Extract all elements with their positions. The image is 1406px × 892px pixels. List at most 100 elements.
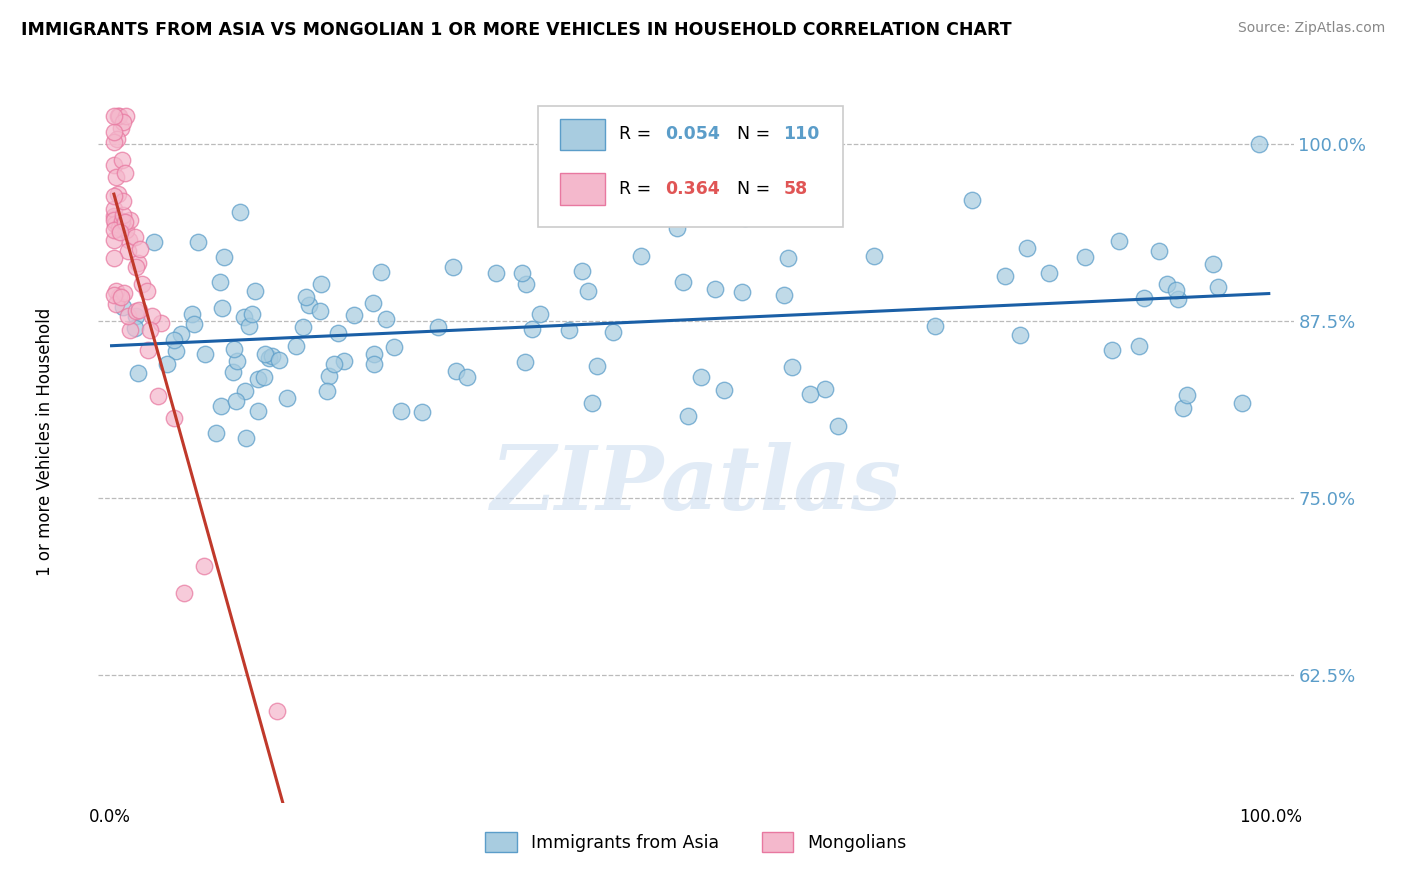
- Point: [240, 307, 263, 321]
- Point: [676, 409, 699, 424]
- Point: [156, 357, 179, 371]
- Point: [323, 357, 346, 371]
- Point: [1201, 257, 1223, 271]
- Text: N =: N =: [737, 126, 775, 144]
- Point: [112, 285, 135, 300]
- Text: N =: N =: [737, 180, 775, 198]
- Point: [125, 310, 148, 324]
- Point: [571, 264, 593, 278]
- Point: [773, 287, 796, 301]
- Point: [363, 347, 385, 361]
- Point: [295, 290, 318, 304]
- Point: [115, 223, 138, 237]
- Point: [814, 382, 837, 396]
- Point: [260, 349, 283, 363]
- Point: [110, 120, 132, 135]
- Legend: Immigrants from Asia, Mongolians: Immigrants from Asia, Mongolians: [478, 825, 914, 859]
- Point: [586, 359, 609, 374]
- Text: 58: 58: [783, 180, 807, 198]
- Point: [1173, 401, 1195, 415]
- Point: [863, 249, 886, 263]
- Point: [780, 359, 803, 374]
- Point: [1101, 343, 1123, 358]
- Point: [245, 284, 267, 298]
- Point: [114, 215, 136, 229]
- Point: [103, 287, 125, 301]
- Point: [1015, 241, 1038, 255]
- Point: [666, 220, 689, 235]
- Point: [103, 125, 125, 139]
- Point: [247, 372, 270, 386]
- Point: [1230, 395, 1253, 409]
- Point: [238, 319, 260, 334]
- Text: 0.054: 0.054: [665, 126, 720, 144]
- Point: [370, 265, 392, 279]
- Point: [222, 342, 245, 356]
- Point: [129, 242, 152, 256]
- Point: [1206, 280, 1229, 294]
- Point: [246, 403, 269, 417]
- Point: [193, 559, 215, 574]
- Point: [211, 301, 233, 315]
- Point: [111, 153, 134, 168]
- Point: [183, 317, 205, 331]
- Point: [1164, 283, 1187, 297]
- Point: [127, 366, 149, 380]
- Point: [150, 316, 173, 330]
- Point: [315, 384, 337, 399]
- Point: [117, 244, 139, 258]
- Point: [205, 425, 228, 440]
- Point: [103, 109, 125, 123]
- Point: [389, 404, 412, 418]
- Point: [124, 230, 146, 244]
- Point: [1167, 292, 1189, 306]
- Point: [576, 285, 599, 299]
- Point: [994, 268, 1017, 283]
- Point: [212, 250, 235, 264]
- Point: [108, 289, 131, 303]
- Point: [108, 221, 131, 235]
- Text: R =: R =: [620, 180, 657, 198]
- Point: [135, 284, 157, 298]
- Point: [166, 343, 188, 358]
- Point: [103, 188, 125, 202]
- Point: [703, 282, 725, 296]
- Point: [311, 277, 333, 292]
- Point: [520, 322, 543, 336]
- Point: [209, 399, 232, 413]
- Point: [103, 209, 125, 223]
- Point: [1247, 136, 1270, 151]
- Point: [924, 319, 946, 334]
- Point: [441, 260, 464, 274]
- Point: [363, 295, 385, 310]
- Point: [111, 300, 134, 314]
- Point: [163, 411, 186, 425]
- Point: [326, 326, 349, 341]
- Text: 1 or more Vehicles in Household: 1 or more Vehicles in Household: [35, 308, 53, 575]
- Point: [187, 235, 209, 250]
- Point: [141, 309, 163, 323]
- Point: [229, 204, 252, 219]
- Point: [630, 249, 652, 263]
- Point: [114, 167, 136, 181]
- Point: [343, 308, 366, 322]
- Point: [222, 365, 245, 379]
- Point: [557, 323, 579, 337]
- Point: [444, 364, 467, 378]
- Point: [1175, 388, 1198, 402]
- Point: [778, 251, 800, 265]
- Point: [382, 340, 405, 354]
- Point: [142, 235, 165, 249]
- Point: [127, 256, 149, 270]
- Point: [318, 369, 340, 384]
- Point: [208, 275, 231, 289]
- Point: [1156, 277, 1178, 292]
- Point: [105, 131, 128, 145]
- Point: [456, 370, 478, 384]
- Point: [1133, 291, 1156, 305]
- Point: [124, 321, 146, 335]
- Bar: [560, 173, 605, 205]
- Point: [363, 357, 385, 371]
- Point: [118, 233, 141, 247]
- Point: [103, 158, 125, 172]
